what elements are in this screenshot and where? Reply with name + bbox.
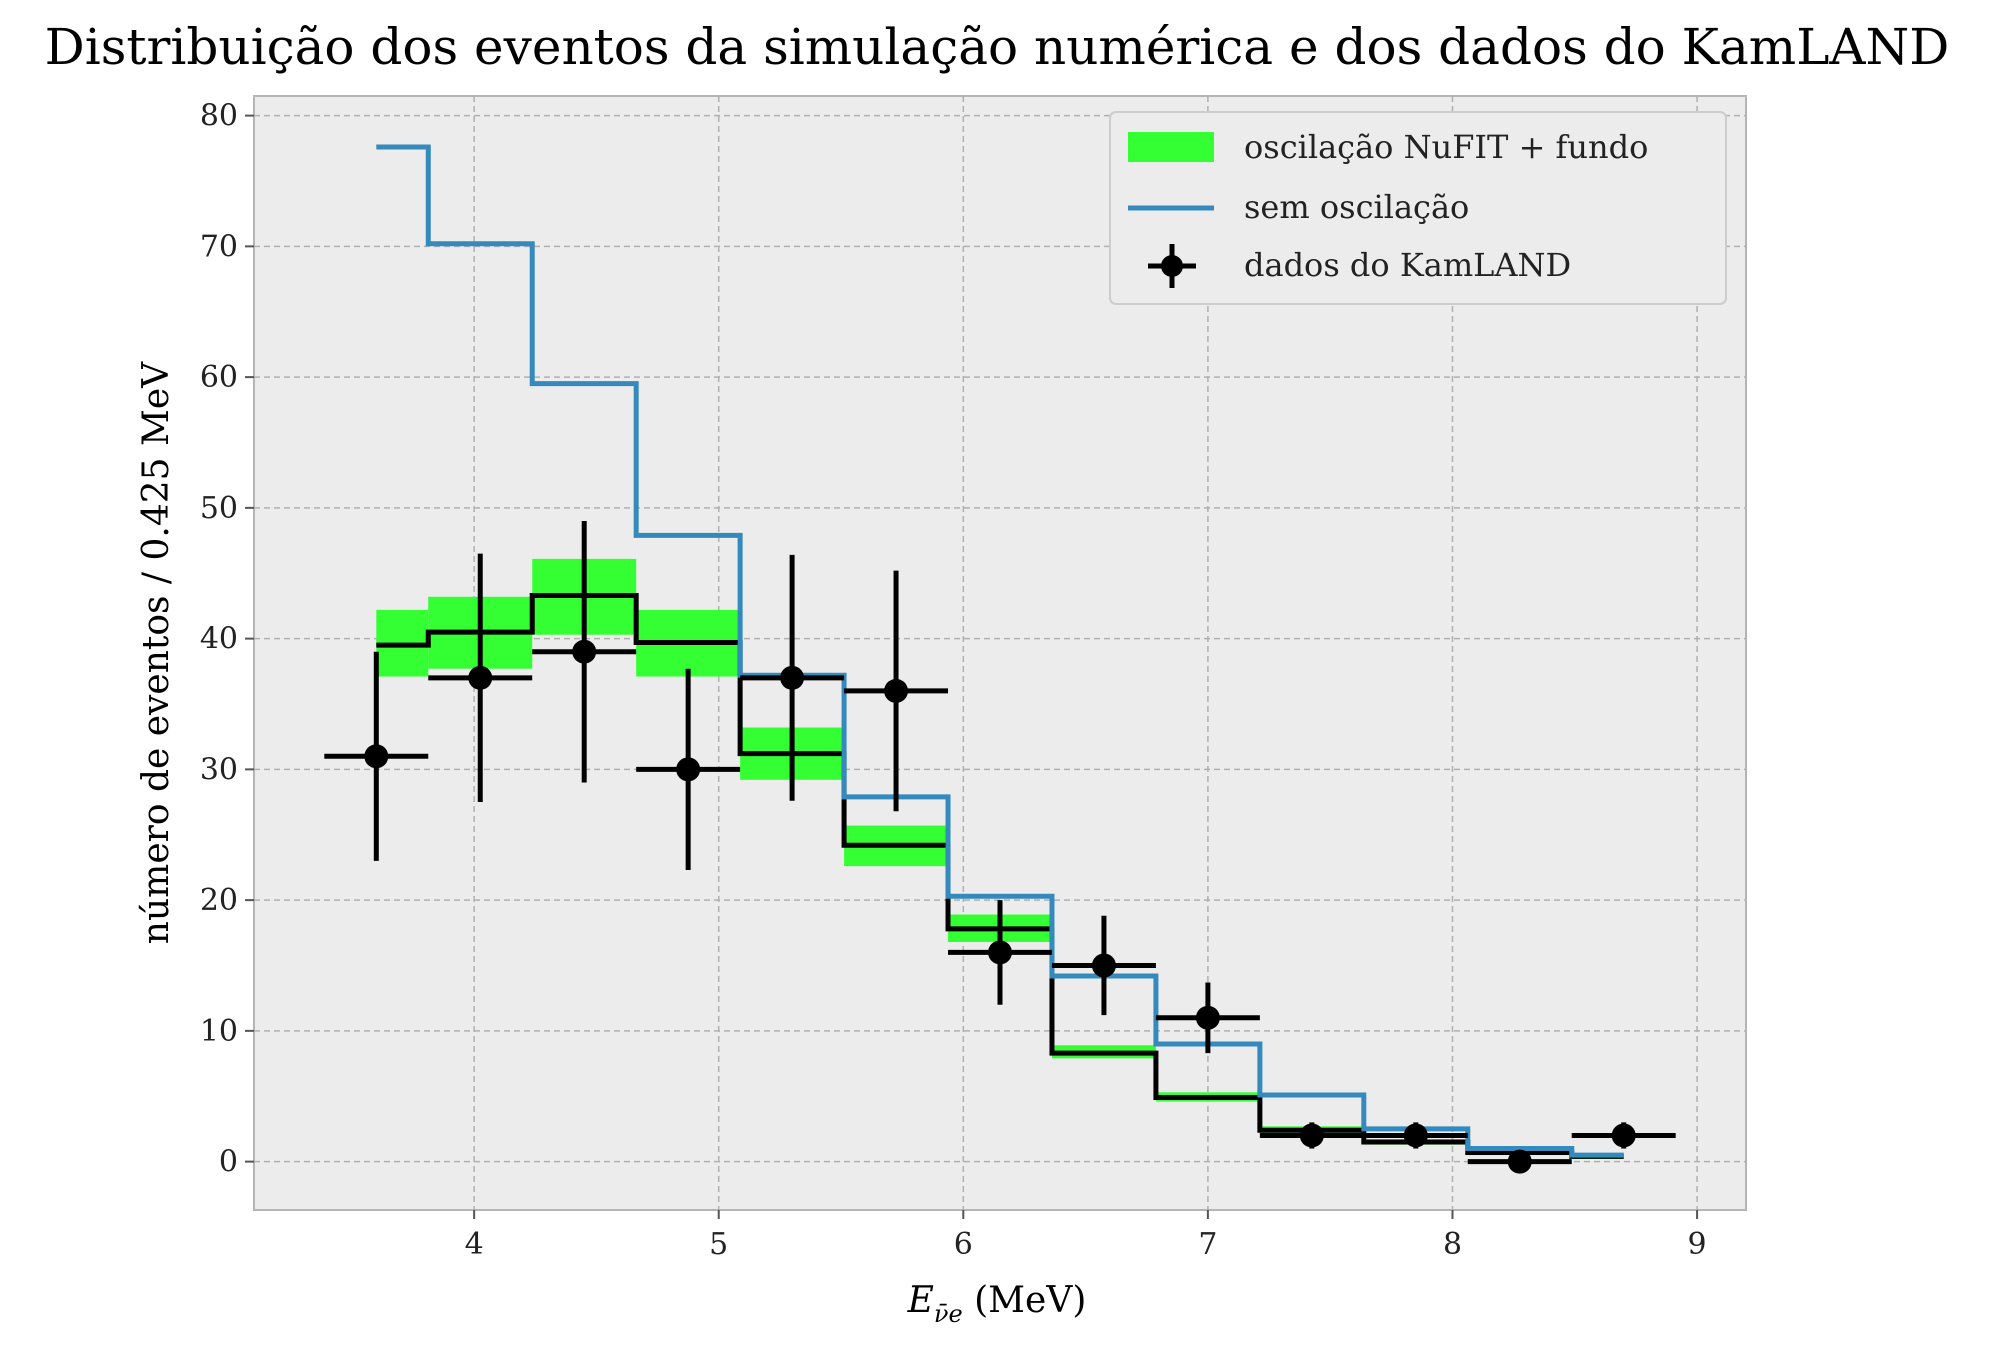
y-tick-label: 50 <box>200 491 238 526</box>
x-axis-label: Eν̄e (MeV) <box>907 1280 1087 1328</box>
x-axis-unit: (MeV) <box>963 1280 1087 1321</box>
x-tick-label: 9 <box>1688 1227 1707 1262</box>
data-point <box>884 678 909 703</box>
data-point <box>1299 1123 1324 1148</box>
data-point <box>988 940 1012 965</box>
legend-label-data: dados do KamLAND <box>1244 246 1571 284</box>
x-tick-label: 4 <box>465 1227 484 1262</box>
data-point <box>364 744 389 769</box>
y-axis-label: número de eventos / 0.425 MeV <box>136 361 177 944</box>
data-point <box>676 757 701 782</box>
legend-label-step: sem oscilação <box>1244 188 1469 226</box>
y-tick-label: 40 <box>200 622 238 657</box>
data-series <box>324 520 1676 1174</box>
axis-ticks: 4 5 6 7 8 9 0 10 20 30 40 50 60 70 80 <box>200 99 1707 1262</box>
x-tick-label: 8 <box>1443 1227 1462 1262</box>
data-point <box>1091 953 1116 978</box>
data-point <box>780 665 805 690</box>
data-point <box>1195 1005 1220 1030</box>
x-tick-label: 7 <box>1198 1227 1217 1262</box>
x-tick-label: 6 <box>954 1227 973 1262</box>
data-point <box>1403 1123 1428 1148</box>
y-tick-label: 10 <box>200 1014 238 1049</box>
y-tick-label: 30 <box>200 752 238 787</box>
legend-swatch-marker <box>1161 255 1183 277</box>
data-point <box>468 665 493 690</box>
legend-box <box>1109 111 1727 305</box>
y-tick-label: 0 <box>219 1145 238 1180</box>
data-point <box>572 639 597 664</box>
y-tick-label: 60 <box>200 360 238 395</box>
legend-label-band: oscilação NuFIT + fundo <box>1244 128 1648 166</box>
data-point <box>1611 1123 1636 1148</box>
y-tick-label: 20 <box>200 883 238 918</box>
x-axis-subscript: ν̄e <box>934 1300 963 1328</box>
x-tick-label: 5 <box>709 1227 728 1262</box>
legend-swatch-band <box>1128 132 1214 162</box>
x-axis-symbol: E <box>907 1280 934 1321</box>
legend: oscilação NuFIT + fundo sem oscilação da… <box>1109 111 1727 305</box>
no-oscillation-line <box>376 144 1624 1158</box>
chart-title: Distribuição dos eventos da simulação nu… <box>45 18 1950 76</box>
y-tick-label: 80 <box>200 99 238 134</box>
y-tick-label: 70 <box>200 229 238 264</box>
data-point <box>1507 1149 1532 1174</box>
